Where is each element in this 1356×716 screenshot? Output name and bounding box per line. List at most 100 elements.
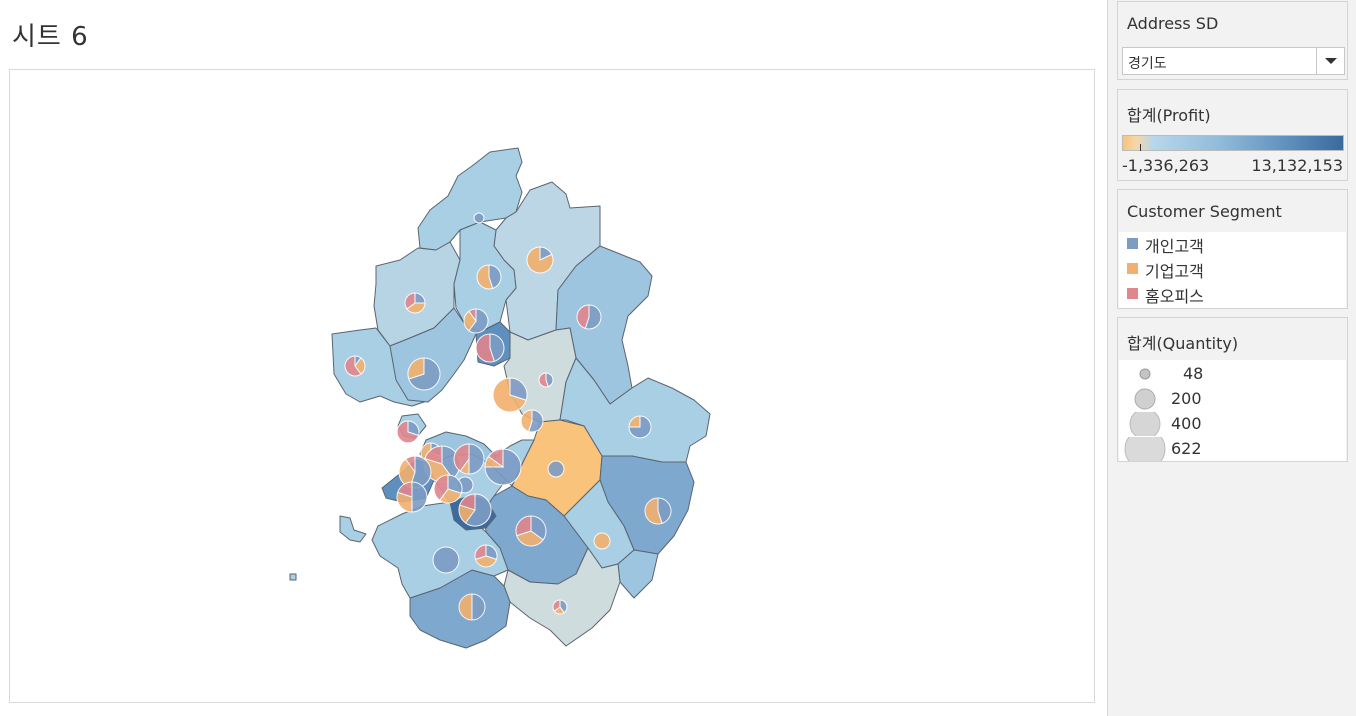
pie-slice — [407, 357, 425, 380]
pie-marker[interactable] — [458, 593, 486, 621]
pie-slice — [488, 264, 502, 290]
legend-label: 개인고객 — [1145, 237, 1204, 256]
size-legend-item: 400 — [1119, 412, 1346, 436]
pie-slice — [453, 443, 470, 472]
region-polygon[interactable] — [339, 515, 367, 543]
sheet-title: 시트 6 — [12, 22, 89, 52]
pie-marker[interactable] — [492, 377, 528, 413]
legend-title: 합계(Profit) — [1127, 106, 1211, 125]
legend-label: 기업고객 — [1145, 262, 1204, 281]
pie-marker[interactable] — [463, 308, 489, 334]
pie-slice — [424, 445, 443, 465]
size-legend-item: 200 — [1119, 387, 1346, 411]
pie-slice — [468, 308, 489, 334]
segment-color-legend: Customer Segment 개인고객 기업고객 홈오피스 — [1117, 189, 1348, 309]
pie-slice — [471, 593, 486, 621]
legend-title: Customer Segment — [1127, 202, 1282, 221]
color-swatch — [1127, 263, 1138, 274]
map-view[interactable] — [9, 69, 1095, 703]
pie-marker[interactable] — [538, 372, 554, 388]
pie-slice — [406, 302, 426, 314]
pie-marker[interactable] — [526, 246, 554, 274]
pie-marker[interactable] — [473, 212, 485, 224]
pie-slice — [593, 532, 611, 550]
color-swatch — [1127, 238, 1138, 249]
pie-marker[interactable] — [576, 304, 602, 330]
pie-markers-layer — [344, 212, 672, 621]
pie-slice — [644, 497, 663, 525]
pie-slice — [538, 372, 549, 388]
pie-slice — [489, 333, 505, 362]
pie-marker[interactable] — [475, 333, 505, 363]
pie-marker[interactable] — [552, 599, 568, 615]
gradient-min-label: -1,336,263 — [1122, 156, 1210, 175]
pie-slice — [492, 377, 527, 413]
pie-marker[interactable] — [396, 420, 420, 444]
legend-body: 개인고객 기업고객 홈오피스 — [1119, 232, 1346, 308]
profit-color-legend: 합계(Profit) -1,336,263 13,132,153 — [1117, 89, 1348, 181]
pie-marker[interactable] — [628, 415, 652, 439]
pie-marker[interactable] — [458, 493, 492, 527]
pie-marker[interactable] — [593, 532, 611, 550]
size-circle-icon — [1124, 437, 1166, 461]
size-circle-icon — [1139, 368, 1151, 380]
pie-marker[interactable] — [433, 474, 463, 504]
legend-body: 48 200 400 622 — [1119, 360, 1346, 461]
legend-label: 홈오피스 — [1145, 287, 1204, 306]
size-label: 400 — [1171, 414, 1202, 433]
gradient-max-label: 13,132,153 — [1251, 156, 1343, 175]
pie-slice — [552, 599, 561, 612]
pie-marker[interactable] — [515, 515, 547, 547]
chevron-down-icon[interactable] — [1316, 48, 1344, 74]
pie-slice — [432, 546, 460, 574]
pie-marker[interactable] — [547, 460, 565, 478]
pie-slice — [396, 491, 413, 513]
pie-slice — [516, 530, 544, 547]
region-polygon[interactable] — [559, 357, 711, 463]
pie-marker[interactable] — [432, 546, 460, 574]
pie-slice — [576, 304, 590, 330]
pie-marker[interactable] — [644, 497, 672, 525]
pie-slice — [474, 555, 498, 568]
pie-slice — [509, 377, 528, 401]
pie-slice — [464, 493, 492, 527]
filter-title: Address SD — [1127, 14, 1219, 33]
region-polygon[interactable] — [417, 147, 523, 251]
pie-slice — [473, 212, 485, 224]
pie-slice — [411, 481, 428, 513]
profit-gradient-bar — [1122, 135, 1344, 151]
pie-marker[interactable] — [453, 443, 485, 475]
pie-slice — [520, 409, 533, 433]
pie-slice — [547, 460, 565, 478]
pie-marker[interactable] — [474, 544, 498, 568]
pie-marker[interactable] — [407, 357, 441, 391]
filter-card-address-sd: Address SD 경기도 — [1117, 1, 1348, 80]
pie-marker[interactable] — [484, 448, 522, 486]
pie-slice — [458, 593, 473, 621]
size-label: 200 — [1171, 389, 1202, 408]
size-circle-icon — [1129, 412, 1161, 436]
dropdown-value: 경기도 — [1128, 56, 1167, 72]
pie-slice — [628, 415, 641, 428]
quantity-size-legend: 합계(Quantity) 48 200 400 622 — [1117, 317, 1348, 462]
region-map[interactable] — [10, 70, 1096, 704]
color-swatch — [1127, 288, 1138, 299]
pie-slice — [447, 474, 463, 494]
region-polygon[interactable] — [289, 573, 297, 581]
pie-marker[interactable] — [404, 292, 426, 314]
size-circle-icon — [1134, 388, 1156, 410]
pie-slice — [526, 246, 554, 274]
pie-marker[interactable] — [344, 355, 366, 377]
pie-slice — [487, 448, 504, 468]
legend-title: 합계(Quantity) — [1127, 334, 1239, 353]
pie-marker[interactable] — [476, 264, 502, 290]
pie-marker[interactable] — [396, 481, 428, 513]
pie-slice — [459, 493, 476, 511]
address-sd-dropdown[interactable]: 경기도 — [1122, 47, 1345, 75]
pie-slice — [468, 443, 485, 475]
pie-slice — [404, 455, 416, 474]
pie-slice — [657, 497, 672, 524]
region-polygon[interactable] — [503, 547, 621, 647]
size-label: 48 — [1183, 364, 1204, 383]
pie-marker[interactable] — [520, 409, 544, 433]
